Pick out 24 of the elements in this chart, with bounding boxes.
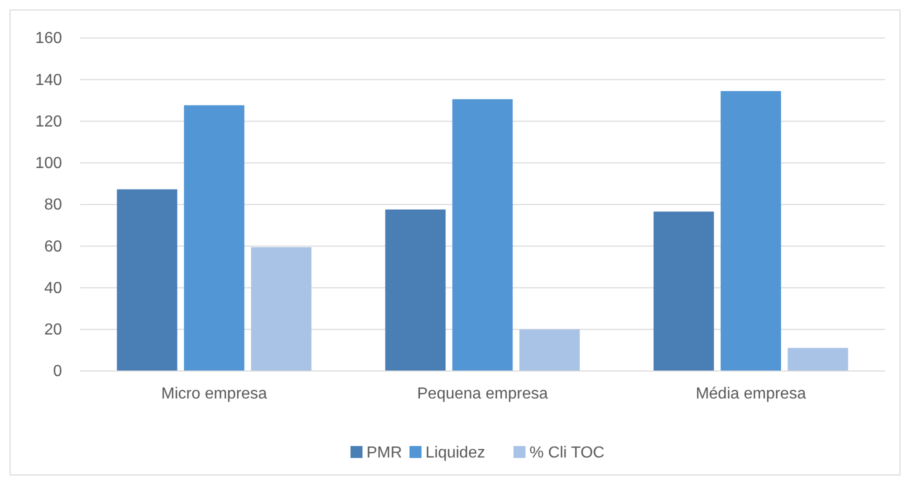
y-tick-label: 0 [53,363,62,380]
y-tick-label: 40 [44,280,62,297]
x-tick-label: Pequena empresa [417,385,548,402]
bar [385,209,446,371]
x-tick-label: Média empresa [696,385,806,402]
y-tick-label: 100 [35,154,62,172]
legend-label: Liquidez [426,444,486,462]
bar [116,189,178,371]
bar [184,105,244,371]
bar [720,91,782,371]
y-tick-label: 60 [44,238,62,256]
y-tick-label: 140 [35,72,62,89]
y-tick-label: 160 [35,30,62,48]
bar [519,329,580,371]
bar [788,348,848,371]
bar [452,99,513,371]
y-tick-label: 80 [44,196,62,214]
bar [251,247,312,371]
y-tick-label: 20 [44,321,62,338]
bar [654,212,714,371]
y-tick-label: 120 [35,113,62,130]
x-tick-label: Micro empresa [161,385,268,402]
legend-label: PMR [366,444,402,462]
legend-label: % Cli TOC [530,444,604,462]
